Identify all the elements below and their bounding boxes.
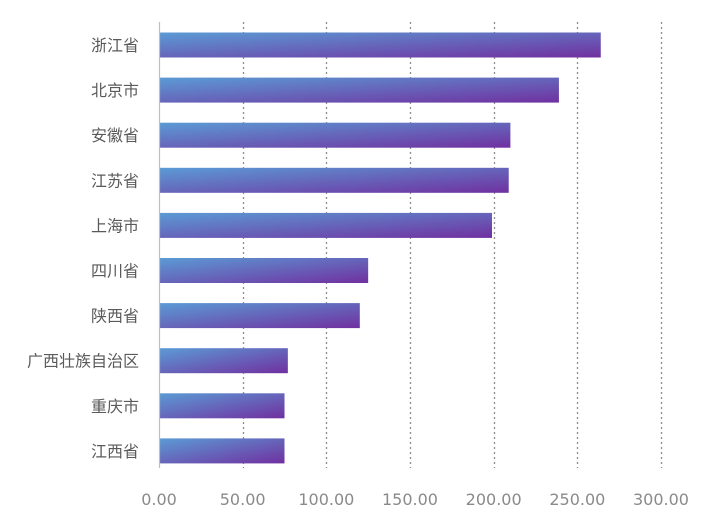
x-tick-label: 150.00 [382,490,438,509]
bar-7 [160,348,288,374]
category-label: 安徽省 [91,126,139,145]
bar-5 [160,258,369,283]
category-label: 江苏省 [91,171,139,190]
bar-2 [160,122,511,148]
category-label: 陕西省 [91,307,139,326]
bar-0 [160,32,601,58]
x-tick-label: 250.00 [549,490,605,509]
x-tick-label: 0.00 [141,490,177,509]
category-label: 江西省 [91,442,139,461]
x-tick-label: 300.00 [633,490,689,509]
bar-4 [160,212,492,238]
category-label: 四川省 [91,262,139,281]
bar-6 [160,303,360,329]
category-label: 广西壮族自治区 [27,352,139,371]
x-tick-label: 100.00 [298,490,354,509]
category-label: 重庆市 [91,397,139,416]
category-label: 浙江省 [91,36,139,55]
bar-8 [160,393,285,419]
category-label: 上海市 [91,216,139,235]
bar-3 [160,167,509,193]
x-tick-label: 200.00 [466,490,522,509]
bar-9 [160,438,285,464]
bars [160,32,601,464]
category-label: 北京市 [91,81,139,100]
x-tick-labels: 0.00 50.00 100.00 150.00 200.00 250.00 300.00 [141,490,689,509]
bar-1 [160,77,559,103]
x-tick-label: 50.00 [220,490,266,509]
